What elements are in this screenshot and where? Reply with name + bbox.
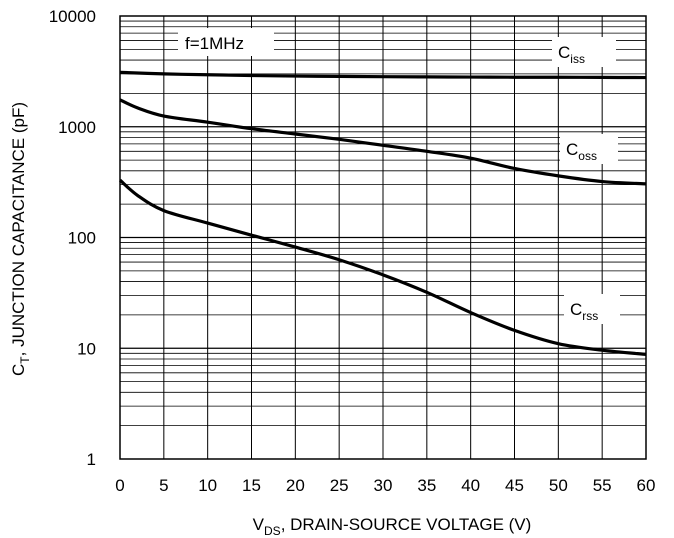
curve-label-coss-bg [560, 134, 618, 164]
x-tick-label: 20 [286, 476, 305, 495]
x-axis-title: VDS, DRAIN-SOURCE VOLTAGE (V) [253, 515, 532, 538]
y-tick-label: 1 [87, 450, 96, 469]
curve-label-coss-sub: oss [578, 149, 597, 163]
y-axis-title: CT, JUNCTION CAPACITANCE (pF) [9, 102, 32, 376]
x-tick-label: 25 [330, 476, 349, 495]
x-tick-label: 60 [637, 476, 656, 495]
series-line-crss [118, 178, 647, 356]
plot-frame [119, 15, 647, 460]
x-tick-label: 30 [374, 476, 393, 495]
curve-label-ciss: Ciss [552, 37, 616, 67]
curve-label-crss-sub: rss [582, 309, 598, 323]
curve-label-coss-main: C [566, 140, 578, 159]
y-tick-label: 100 [68, 229, 96, 248]
grid-lines [120, 16, 646, 459]
svg-text:Coss: Coss [566, 140, 597, 163]
x-tick-label: 5 [159, 476, 168, 495]
x-tick-label: 15 [242, 476, 261, 495]
x-tick-label: 45 [505, 476, 524, 495]
y-tick-labels: 1 10 100 1000 10000 [49, 7, 96, 469]
x-tick-label: 35 [417, 476, 436, 495]
x-axis-title-sub: DS [264, 524, 281, 538]
x-tick-label: 0 [115, 476, 124, 495]
frequency-annotation-text: f=1MHz [185, 34, 244, 53]
y-tick-label: 10 [77, 339, 96, 358]
series-line-coss [119, 98, 647, 186]
curve-label-crss-main: C [570, 300, 582, 319]
svg-text:Crss: Crss [570, 300, 598, 323]
frequency-annotation: f=1MHz [178, 28, 274, 56]
x-axis-title-main: V [253, 515, 265, 534]
x-tick-label: 10 [198, 476, 217, 495]
series-line-ciss [119, 70, 647, 80]
curve-label-crss: Crss [564, 294, 620, 324]
x-tick-labels: 0 5 10 15 20 25 30 35 40 45 50 55 60 [115, 476, 655, 495]
curve-label-crss-bg [564, 294, 620, 324]
series-curves [118, 70, 647, 356]
y-axis-title-main: C [9, 364, 28, 376]
x-axis-title-rest: , DRAIN-SOURCE VOLTAGE (V) [281, 515, 532, 534]
x-tick-label: 55 [593, 476, 612, 495]
frequency-annotation-bg [178, 28, 274, 56]
curve-label-coss: Coss [560, 134, 618, 164]
x-tick-label: 40 [461, 476, 480, 495]
y-axis-title-sub: T [18, 356, 32, 364]
svg-text:Ciss: Ciss [558, 43, 585, 66]
x-tick-label: 50 [549, 476, 568, 495]
y-axis-title-rest: , JUNCTION CAPACITANCE (pF) [9, 102, 28, 356]
curve-label-ciss-sub: iss [570, 52, 585, 66]
curve-label-ciss-main: C [558, 43, 570, 62]
curve-label-ciss-bg [552, 37, 616, 67]
y-tick-label: 10000 [49, 7, 96, 26]
y-tick-label: 1000 [58, 118, 96, 137]
